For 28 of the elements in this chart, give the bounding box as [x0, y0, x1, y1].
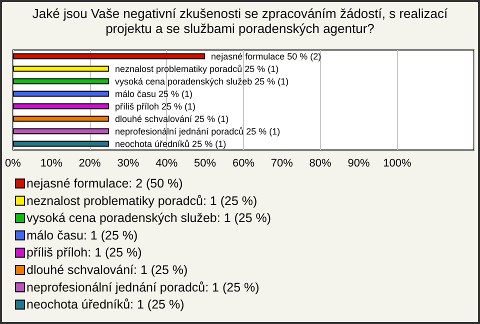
data-label: neochota úředníků 25 % (1)	[115, 138, 226, 149]
data-label: nejasné formulace 50 % (2)	[211, 51, 322, 62]
legend-label: příliš příloh: 1 (25 %)	[26, 246, 142, 260]
x-tick-label: 90%	[348, 158, 370, 170]
x-tick-label: 80%	[309, 158, 332, 170]
chart-title: Jaké jsou Vaše negativní zkušenosti se zpracováním žádostí, s realizací projektu a se službami poradenských agentur?	[31, 6, 449, 36]
legend-label: málo času: 1 (25 %)	[26, 228, 138, 242]
x-tick-label: 10%	[40, 158, 63, 170]
data-label: neprofesionální jednání poradců 25 % (1)	[115, 126, 280, 136]
legend-label: neochota úředníků: 1 (25 %)	[26, 298, 184, 312]
x-tick-label: 0%	[4, 158, 22, 170]
data-label: málo času 25 % (1)	[115, 88, 193, 99]
data-label: neznalost problematiky poradců 25 % (1)	[115, 64, 279, 74]
x-tick-label: 60%	[232, 158, 255, 170]
legend-label: dlouhé schvalování: 1 (25 %)	[26, 263, 188, 277]
x-tick-label: 70%	[270, 158, 294, 170]
x-tick-label: 30%	[117, 158, 140, 170]
x-tick-label: 100%	[383, 158, 412, 170]
legend-label: nejasné formulace: 2 (50 %)	[26, 176, 183, 190]
data-label: dlouhé schvalování 25 % (1)	[115, 114, 229, 124]
data-label: příliš příloh 25 % (1)	[115, 101, 196, 112]
x-tick-label: 50%	[194, 158, 216, 170]
legend-label: vysoká cena poradenských služeb: 1 (25 %)	[26, 211, 272, 226]
legend-label: neprofesionální jednání poradců: 1 (25 %)	[26, 280, 260, 294]
legend-label: neznalost problematiky poradců: 1 (25 %)	[26, 194, 258, 208]
x-tick-label: 40%	[156, 158, 178, 170]
data-label: vysoká cena poradenských služeb 25 % (1)	[115, 76, 289, 86]
x-tick-label: 20%	[78, 158, 102, 170]
